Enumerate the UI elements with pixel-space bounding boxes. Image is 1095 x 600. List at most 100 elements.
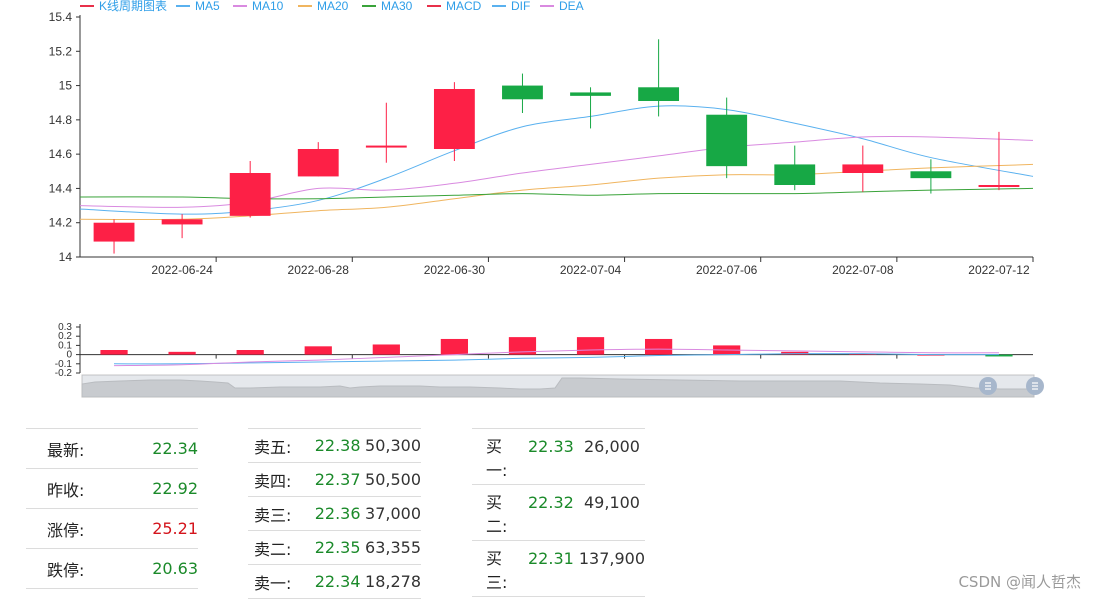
candle[interactable] [978,131,1020,191]
candle[interactable] [706,97,748,179]
kline-y-tick-label: 15.2 [49,44,73,58]
datazoom-slider[interactable] [81,374,1044,398]
candle-body [774,164,816,185]
candle-body [570,92,611,96]
moving-average-lines [79,105,1034,221]
buy-price: 22.31 [528,549,574,568]
legend-label: DIF [511,0,530,13]
candle-body [638,87,680,101]
macd-bar[interactable] [236,350,264,355]
quote-label: 最新: [47,440,85,460]
datazoom-preview [81,377,1035,398]
kline-x-tick-label: 2022-07-12 [968,263,1030,277]
quote-row-latest: 最新: 22.34 [26,429,198,469]
buy-row: 买一: 22.33 26,000 [472,429,645,485]
datazoom-left-handle[interactable] [979,377,997,395]
buy-row: 买三: 22.31 137,900 [472,541,645,597]
sell-row: 卖五: 22.38 50,300 [248,429,421,463]
sell-label: 卖三: [254,505,292,525]
candle[interactable] [365,102,407,163]
candle[interactable] [93,219,135,254]
candle[interactable] [910,159,952,194]
legend-label: MA30 [381,0,413,13]
quote-value: 22.34 [152,439,198,458]
kline-x-tick-label: 2022-07-06 [696,263,758,277]
watermark: CSDN @闻人哲杰 [958,573,1081,591]
macd-axes: 0.30.20.10-0.1-0.2 [55,322,1033,379]
macd-bar[interactable] [508,337,537,355]
legend-item-macd[interactable]: MACD [427,0,482,13]
macd-bar[interactable] [917,354,945,356]
kline-y-tick-label: 14 [59,250,73,264]
sell-row: 卖一: 22.34 18,278 [248,565,421,599]
kline-y-tick-label: 14.6 [49,147,73,161]
candle-body [502,85,543,100]
sell-volume: 50,300 [365,436,421,455]
candle[interactable] [774,145,816,191]
candle[interactable] [570,87,611,129]
legend-item-ma10[interactable]: MA10 [233,0,284,13]
sell-price: 22.35 [314,538,361,557]
macd-bar[interactable] [985,354,1013,357]
sell-volume: 50,500 [365,470,421,489]
buy-volume: 137,900 [578,549,645,568]
macd-bar[interactable] [100,350,128,355]
legend-item-dif[interactable]: DIF [492,0,530,13]
dif-dea-lines [114,348,999,367]
quote-value: 25.21 [152,519,198,538]
macd-bar[interactable] [372,344,400,355]
legend-item-ma20[interactable]: MA20 [298,0,349,13]
buy-volume: 49,100 [584,493,640,512]
kline-axes: 14 14.2 14.4 14.6 14.8 15 15.2 15.4 2022-06-24 20… [49,10,1034,277]
kline-x-tick-label: 2022-06-24 [151,263,213,277]
candle[interactable] [297,142,339,177]
candle-body [978,185,1020,187]
legend-item-ma5[interactable]: MA5 [176,0,220,13]
legend-item-ma30[interactable]: MA30 [362,0,413,13]
sell-volume: 37,000 [365,504,421,523]
sell-price: 22.36 [314,504,361,523]
legend-label: MA20 [317,0,349,13]
buy-price: 22.33 [528,437,574,456]
sell-label: 卖二: [254,539,292,559]
macd-bar[interactable] [576,337,605,355]
candle[interactable] [502,73,543,113]
candle[interactable] [638,39,680,117]
legend-label: K线周期图表 [99,0,167,13]
sell-label: 卖五: [254,437,292,457]
quote-label: 跌停: [47,560,85,580]
sell-panel: 卖五: 22.38 50,300 卖四: 22.37 50,500 卖三: 22… [248,428,421,599]
chart-legend[interactable]: K线周期图表 MA5 MA10 MA20 MA30 MACD DIF DEA [80,0,584,13]
legend-label: MA10 [252,0,284,13]
quote-row-limit-down: 跌停: 20.63 [26,549,198,589]
legend-item-dea[interactable]: DEA [540,0,584,13]
legend-label: MA5 [195,0,220,13]
candlesticks[interactable] [93,39,1020,254]
candle[interactable] [842,145,884,192]
kline-y-tick-label: 14.8 [49,113,73,127]
buy-label: 买一: [486,437,508,480]
macd-bar[interactable] [168,351,196,355]
macd-y-tick-label: 0.1 [58,340,72,351]
candle-body [842,164,884,173]
macd-bar[interactable] [304,346,332,355]
macd-y-tick-label: -0.1 [55,359,73,370]
macd-y-tick-label: 0.3 [58,322,72,333]
buy-panel: 买一: 22.33 26,000 买二: 22.32 49,100 买三: 22… [472,428,645,597]
candle-body [161,219,203,225]
datazoom-right-handle[interactable] [1026,377,1044,395]
legend-item-k线周期图表[interactable]: K线周期图表 [80,0,167,13]
kline-y-tick-label: 14.2 [49,216,73,230]
candle[interactable] [161,214,203,239]
candle[interactable] [229,161,271,218]
macd-y-tick-label: 0 [66,350,72,361]
macd-bar[interactable] [644,338,673,355]
quote-label: 涨停: [47,520,85,540]
quote-value: 22.92 [152,479,198,498]
macd-bar[interactable] [440,338,469,355]
candle-body [706,114,748,167]
legend-label: DEA [559,0,584,13]
candle[interactable] [433,82,475,161]
quote-row-limit-up: 涨停: 25.21 [26,509,198,549]
dif-line [114,353,999,365]
